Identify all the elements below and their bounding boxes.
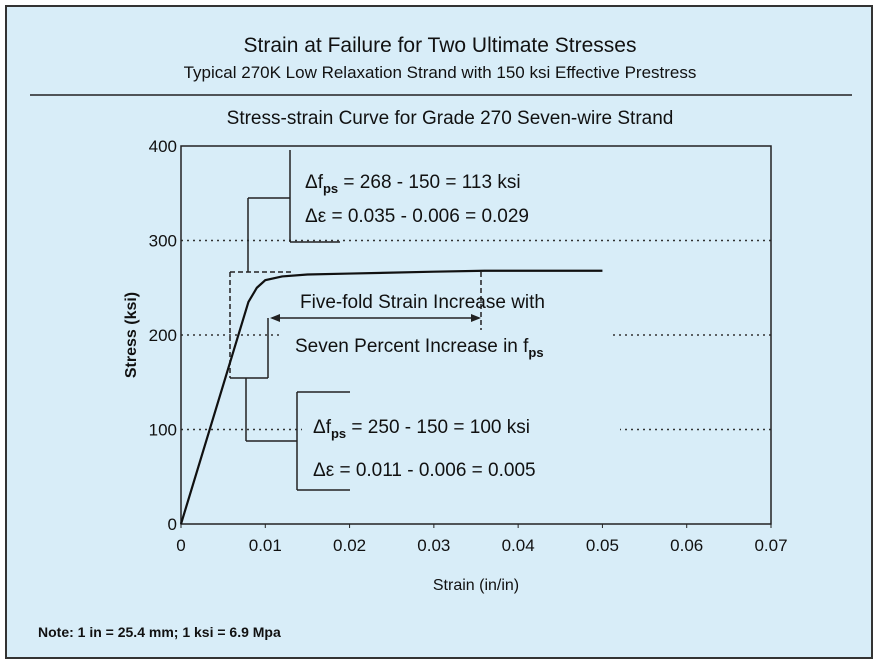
y-tick-label: 400	[149, 137, 177, 156]
annotation-part: Δε = 0.011 - 0.006 = 0.005	[313, 460, 536, 481]
x-tick-label: 0.06	[670, 536, 703, 555]
x-axis-label: Strain (in/in)	[433, 577, 519, 594]
stress-strain-curve	[179, 269, 603, 525]
x-tick-label: 0.07	[754, 536, 787, 555]
y-tick-label: 100	[149, 421, 177, 440]
x-tick-label: 0.01	[249, 536, 282, 555]
annotation-part: Five-fold Strain Increase with	[300, 292, 545, 313]
annotation: Δfps = 268 - 150 = 113 ksi	[305, 172, 521, 196]
annotation: Seven Percent Increase in fps	[295, 336, 544, 360]
annotation-part: Δf	[305, 172, 324, 193]
x-tick-label: 0	[176, 536, 185, 555]
label-background	[298, 158, 628, 228]
plot-title: Stress-strain Curve for Grade 270 Seven-…	[227, 108, 674, 129]
y-tick-label: 200	[149, 326, 177, 345]
x-tick-label: 0.04	[502, 536, 535, 555]
annotation-part: Δε = 0.035 - 0.006 = 0.029	[305, 206, 529, 227]
x-tick-label: 0.05	[586, 536, 619, 555]
annotation: Five-fold Strain Increase with	[300, 292, 545, 313]
y-tick-label: 0	[168, 515, 177, 534]
plot-frame	[180, 145, 772, 525]
y-tick-label: 300	[149, 232, 177, 251]
label-background	[282, 285, 612, 359]
subscript: ps	[323, 181, 338, 196]
subscript: ps	[528, 345, 543, 360]
arrowhead	[270, 314, 280, 322]
chart-subtitle: Typical 270K Low Relaxation Strand with …	[184, 63, 697, 82]
note: Note: 1 in = 25.4 mm; 1 ksi = 6.9 Mpa	[38, 624, 281, 640]
annotation: Δε = 0.035 - 0.006 = 0.029	[305, 206, 529, 227]
annotation-part: Δf	[313, 417, 332, 438]
annotation-part: Seven Percent Increase in f	[295, 336, 529, 357]
annotation: Δε = 0.011 - 0.006 = 0.005	[313, 460, 536, 481]
annotation-part: = 250 - 150 = 100 ksi	[346, 417, 530, 438]
x-tick-label: 0.02	[333, 536, 366, 555]
annotation-part: = 268 - 150 = 113 ksi	[338, 172, 520, 193]
x-tick-label: 0.03	[417, 536, 450, 555]
chart-title: Strain at Failure for Two Ultimate Stres…	[244, 34, 637, 57]
annotation: Δfps = 250 - 150 = 100 ksi	[313, 417, 530, 441]
label-background	[302, 402, 620, 492]
y-axis-label: Stress (ksi)	[123, 292, 140, 378]
arrowhead	[471, 314, 481, 322]
subscript: ps	[331, 426, 346, 441]
